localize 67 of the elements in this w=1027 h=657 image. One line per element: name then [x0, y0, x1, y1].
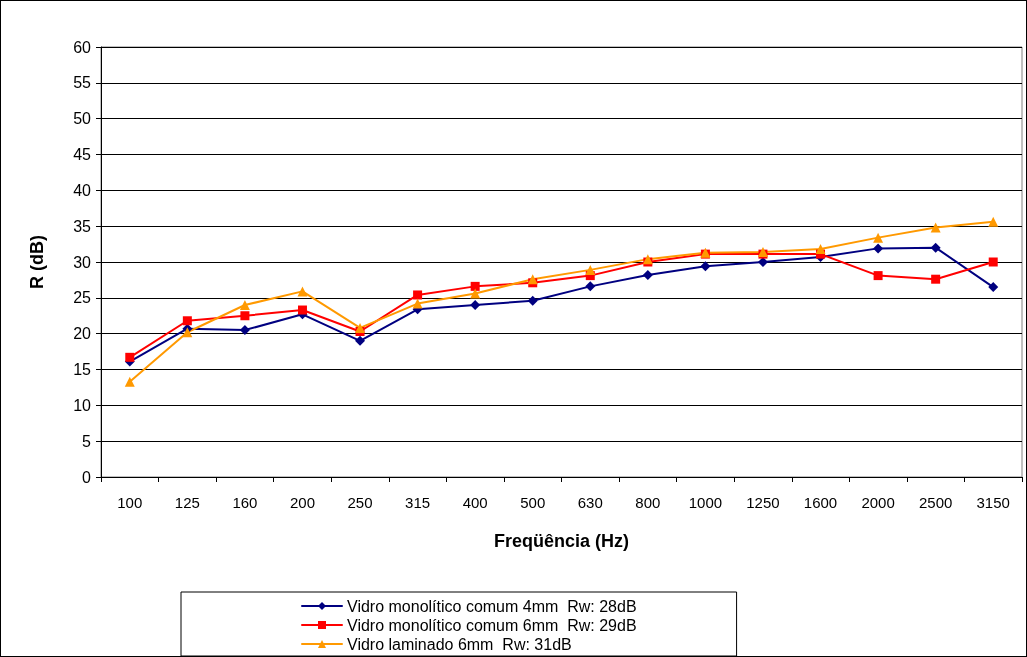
x-tick-label: 3150 — [976, 494, 1010, 511]
x-tick-label: 125 — [174, 494, 200, 511]
point — [239, 325, 250, 336]
x-tick-label: 800 — [635, 494, 661, 511]
point — [873, 232, 884, 243]
x-tick-label: 1600 — [803, 494, 838, 511]
point — [124, 376, 135, 387]
point — [355, 322, 366, 333]
x-tick-label: 315 — [405, 494, 431, 511]
legend-label: Vidro monolítico comum 6mm Rw: 29dB — [347, 616, 637, 634]
y-tick-label: 60 — [73, 38, 92, 56]
x-tick-label: 200 — [289, 494, 315, 511]
point — [988, 257, 998, 267]
x-tick-label: 160 — [232, 494, 258, 511]
y-tick-label: 50 — [73, 110, 92, 128]
point — [413, 290, 423, 300]
point — [988, 216, 999, 227]
point — [527, 274, 538, 285]
y-tick-label: 15 — [73, 361, 92, 378]
point — [240, 311, 250, 321]
y-tick-label: 20 — [73, 325, 92, 343]
x-tick-label: 1000 — [688, 494, 723, 511]
point — [297, 286, 308, 297]
x-tick-label: 1250 — [746, 494, 780, 511]
point — [239, 300, 250, 310]
point — [470, 288, 481, 299]
legend-label: Vidro laminado 6mm Rw: 31dB — [347, 635, 572, 653]
x-tick-label: 630 — [577, 494, 603, 511]
point — [700, 261, 711, 272]
y-tick-label: 25 — [73, 289, 92, 307]
point — [930, 222, 941, 233]
point — [757, 257, 768, 267]
point — [988, 282, 999, 293]
point — [182, 316, 192, 326]
x-tick-label: 500 — [520, 494, 546, 511]
y-tick-label: 40 — [73, 181, 92, 199]
point — [642, 269, 653, 280]
x-tick-label: 2000 — [861, 494, 895, 511]
y-tick-label: 0 — [82, 468, 92, 486]
point — [931, 274, 941, 284]
point — [585, 264, 596, 275]
x-tick-label: 250 — [347, 494, 373, 511]
x-axis-title: Freqüência (Hz) — [493, 531, 630, 551]
point — [930, 242, 941, 253]
y-tick-label: 5 — [82, 432, 92, 450]
point — [815, 244, 826, 255]
point — [585, 281, 596, 292]
y-tick-label: 10 — [73, 396, 92, 414]
point — [125, 352, 135, 362]
legend-label: Vidro monolítico comum 4mm Rw: 28dB — [347, 597, 637, 615]
point — [527, 295, 538, 306]
point — [873, 243, 884, 254]
point — [470, 281, 480, 291]
y-tick-label: 45 — [73, 146, 92, 163]
y-axis-title: R (dB) — [27, 235, 47, 289]
point — [182, 327, 193, 338]
point — [297, 305, 307, 315]
point — [355, 335, 366, 346]
x-tick-label: 400 — [462, 494, 488, 511]
x-tick-label: 2500 — [918, 494, 953, 511]
y-tick-label: 55 — [73, 74, 92, 92]
x-tick-label: 100 — [117, 494, 143, 511]
point — [470, 300, 481, 310]
y-tick-label: 35 — [73, 217, 92, 235]
point — [873, 271, 883, 281]
point — [412, 298, 423, 309]
y-tick-label: 30 — [73, 253, 92, 271]
